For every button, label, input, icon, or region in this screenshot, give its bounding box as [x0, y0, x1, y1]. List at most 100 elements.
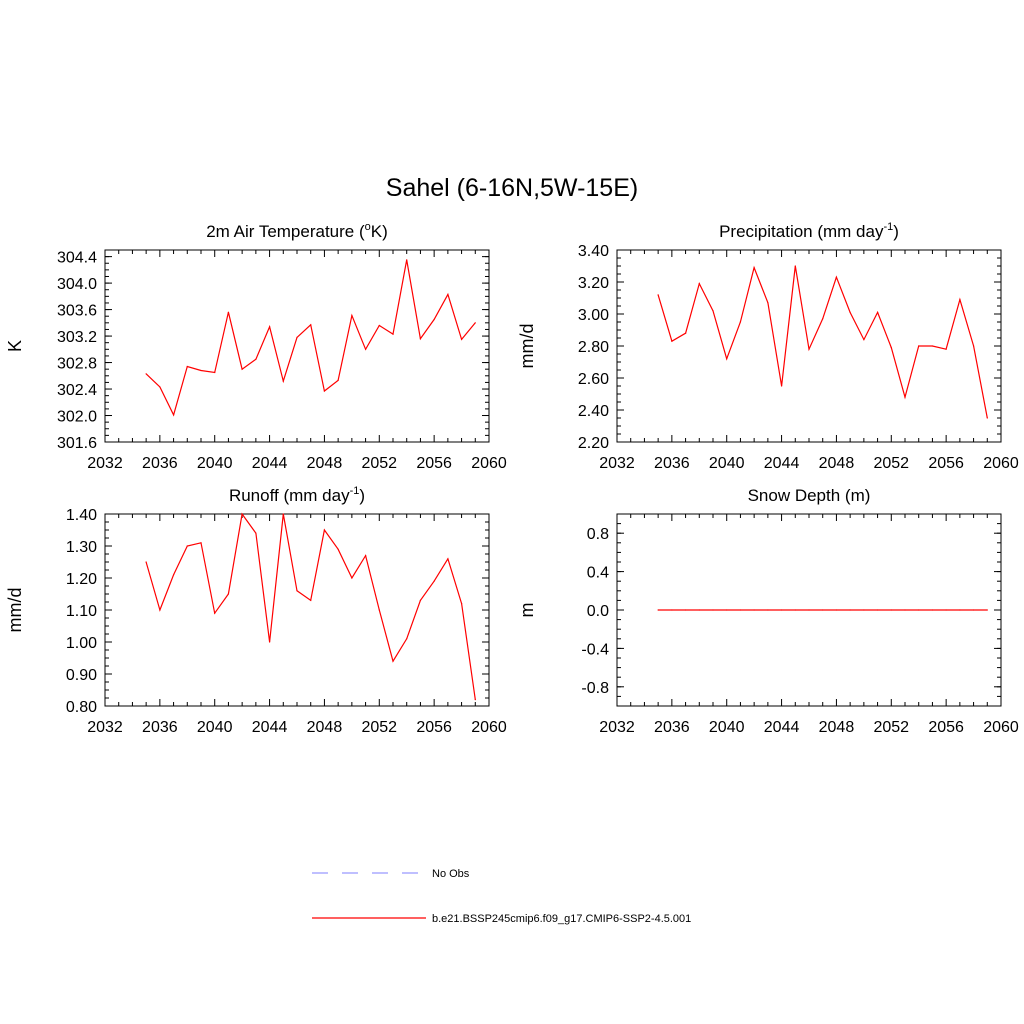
data-point	[269, 326, 271, 328]
panel-title: Snow Depth (m)	[748, 486, 871, 505]
data-point	[282, 380, 284, 382]
data-point	[214, 371, 216, 374]
data-point	[406, 638, 408, 640]
data-point	[739, 321, 742, 323]
y-axis-label: m	[517, 603, 537, 618]
legend-item-1: No Obs	[312, 868, 470, 880]
y-tick-label: 0.4	[587, 565, 609, 582]
y-tick-label: 2.60	[578, 371, 609, 388]
x-tick-label: 2056	[416, 719, 452, 736]
y-tick-label: 0.90	[66, 667, 97, 684]
y-tick-label: 301.6	[57, 435, 97, 452]
data-point	[227, 593, 229, 595]
data-point	[877, 609, 879, 611]
data-point	[447, 293, 449, 295]
y-axis-label: mm/d	[517, 324, 537, 369]
y-tick-label: 1.40	[66, 507, 97, 524]
data-point	[227, 311, 229, 313]
data-point	[173, 414, 175, 416]
panel-title-main: Runoff (mm day	[229, 486, 350, 505]
x-tick-label: 2032	[599, 719, 635, 736]
panel-title-main: 2m Air Temperature (	[206, 222, 365, 241]
data-point	[931, 609, 934, 611]
data-point	[698, 609, 700, 611]
data-point	[767, 609, 769, 611]
legend: No Obs b.e21.BSSP245cmip6.f09_g17.CMIP6-S…	[312, 868, 691, 925]
data-point	[351, 577, 353, 579]
legend-label: No Obs	[432, 868, 470, 880]
panel-title-superscript: -1	[350, 485, 360, 497]
y-tick-label: 304.4	[57, 250, 97, 267]
data-point	[447, 558, 449, 560]
y-tick-label: 303.2	[57, 329, 97, 346]
data-point	[323, 390, 325, 392]
data-point	[392, 660, 394, 662]
data-point	[835, 276, 838, 278]
panel-1: 2m Air Temperature (oK) K 2032 2036 2040 2044…	[5, 221, 507, 472]
data-point	[863, 609, 865, 611]
data-point	[474, 322, 476, 324]
panel-title: 2m Air Temperature (oK)	[206, 221, 388, 241]
data-point	[461, 338, 463, 340]
data-point	[241, 368, 243, 370]
data-point	[145, 561, 147, 563]
data-point	[753, 267, 755, 269]
data-point	[310, 599, 312, 602]
data-point	[685, 332, 687, 334]
x-tick-label: 2040	[709, 455, 745, 472]
data-point	[904, 609, 906, 611]
data-point	[671, 340, 673, 342]
data-point	[849, 609, 851, 611]
data-point	[310, 324, 312, 326]
x-tick-label: 2040	[197, 455, 233, 472]
panel-title-superscript: o	[365, 221, 371, 233]
data-point	[986, 609, 988, 611]
panels: 2m Air Temperature (oK) K 2032 2036 2040 2044…	[5, 221, 1019, 736]
data-point	[712, 609, 714, 611]
y-tick-label: 1.00	[66, 635, 97, 652]
data-point	[365, 348, 367, 350]
y-tick-label: 1.30	[66, 539, 97, 556]
x-tick-label: 2060	[983, 455, 1019, 472]
data-point	[433, 580, 435, 582]
x-tick-label: 2056	[928, 455, 964, 472]
y-tick-label: 2.20	[578, 435, 609, 452]
x-tick-label: 2060	[983, 719, 1019, 736]
x-tick-label: 2048	[307, 455, 343, 472]
data-point	[159, 386, 161, 388]
panel-title-end: K)	[371, 222, 388, 241]
panel-2: Precipitation (mm day-1) mm/d 2032 2036 2040…	[517, 221, 1019, 472]
x-tick-label: 2060	[471, 455, 507, 472]
data-point	[474, 699, 476, 701]
data-point	[145, 373, 147, 375]
y-tick-label: 302.4	[57, 382, 97, 399]
y-axis-label: mm/d	[5, 588, 25, 633]
data-point	[918, 609, 920, 611]
panel-title-main: Precipitation (mm day	[719, 222, 884, 241]
panel-4: Snow Depth (m) m 2032 2036 2040 2044 2048 2052 2…	[517, 486, 1019, 736]
data-point	[419, 599, 421, 602]
data-point	[986, 417, 988, 419]
data-point	[296, 336, 298, 338]
data-point	[173, 574, 175, 576]
data-point	[781, 385, 783, 387]
data-point	[794, 609, 796, 611]
x-tick-label: 2036	[142, 719, 178, 736]
y-tick-label: 302.8	[57, 356, 97, 373]
figure-title: Sahel (6-16N,5W-15E)	[386, 174, 638, 202]
plot-frame	[104, 249, 490, 443]
y-tick-label: -0.4	[581, 641, 609, 658]
x-tick-label: 2052	[873, 455, 909, 472]
data-point	[931, 345, 934, 347]
data-point	[698, 283, 700, 285]
data-point	[378, 609, 380, 611]
data-point	[685, 609, 687, 611]
x-tick-label: 2032	[87, 455, 123, 472]
data-point	[159, 609, 161, 611]
data-point	[378, 324, 380, 327]
data-point	[323, 529, 325, 531]
data-point	[739, 609, 742, 611]
y-tick-label: -0.8	[581, 680, 609, 697]
series-line	[145, 512, 476, 700]
